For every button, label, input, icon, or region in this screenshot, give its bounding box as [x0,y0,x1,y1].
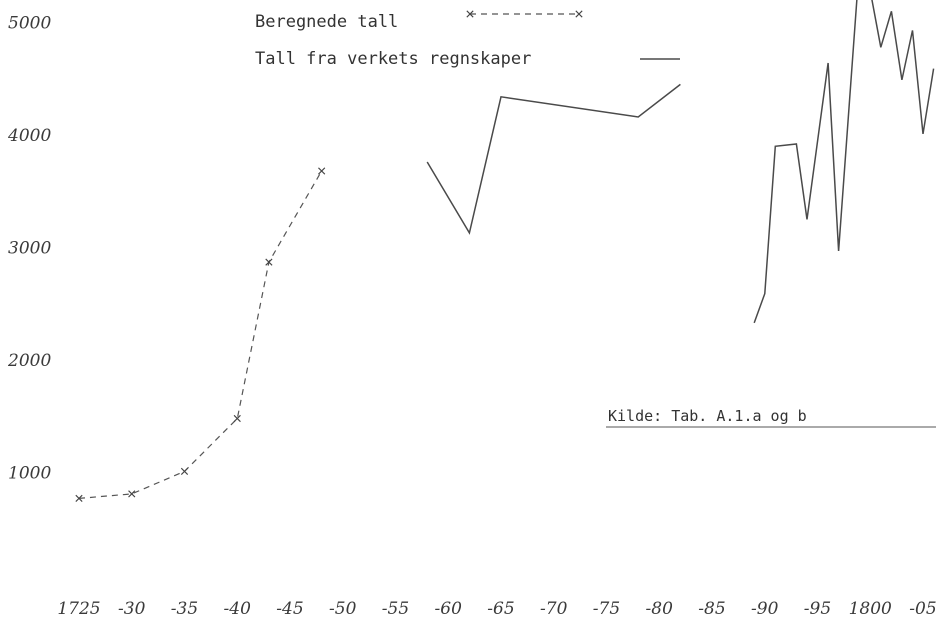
series-line-regnskaper [426,83,681,235]
data-point-beregnede [180,467,189,475]
x-tick-label: -75 [593,599,620,619]
x-tick-label: -65 [487,599,514,619]
y-tick-label: 1000 [8,464,51,484]
legend-label-beregnede: Beregnede tall [255,12,398,32]
x-tick-label: -40 [224,599,252,619]
y-tick-label: 2000 [7,351,51,371]
source-note: Kilde: Tab. A.1.a og b [608,407,807,425]
x-tick-label: 1800 [849,599,892,619]
x-tick-label: -90 [751,599,779,619]
x-tick-label: -45 [276,599,303,619]
source-annotation: Kilde: Tab. A.1.a og b [606,407,936,428]
x-tick-label: -80 [646,599,674,619]
legend-sample-cross [466,10,474,18]
legend-sample-dashed-cross [466,10,583,18]
series-line-regnskaper [753,0,935,324]
y-axis-tick-labels: 5000 4000 3000 2000 1000 [7,14,51,484]
legend-label-regnskaper: Tall fra verkets regnskaper [255,49,531,69]
series-line-beregnede [78,170,323,499]
data-point-beregnede [318,167,326,175]
x-tick-label: -35 [171,599,198,619]
x-tick-label: -50 [329,599,357,619]
plot-area [75,0,935,502]
data-point-beregnede [233,414,241,423]
x-tick-label: -05 [909,599,936,619]
x-tick-label: -60 [435,599,463,619]
x-axis-tick-labels: 1725 -30 -35 -40 -45 -50 -55 -60 -65 -70 -75 -80 -85… [57,599,936,619]
x-tick-label: -95 [804,599,831,619]
data-point-beregnede [265,258,273,266]
x-tick-label: -30 [118,599,146,619]
x-tick-label: 1725 [57,599,100,619]
y-tick-label: 4000 [7,126,51,146]
data-point-beregnede [128,490,136,498]
y-tick-label: 5000 [8,14,51,34]
legend-sample-cross [575,10,583,18]
legend: Beregnede tall Tall fra verkets regnskap… [255,10,680,69]
x-tick-label: -85 [698,599,725,619]
x-tick-label: -55 [382,599,409,619]
x-tick-label: -70 [540,599,568,619]
data-point-beregnede [75,494,83,502]
y-tick-label: 3000 [8,239,51,259]
